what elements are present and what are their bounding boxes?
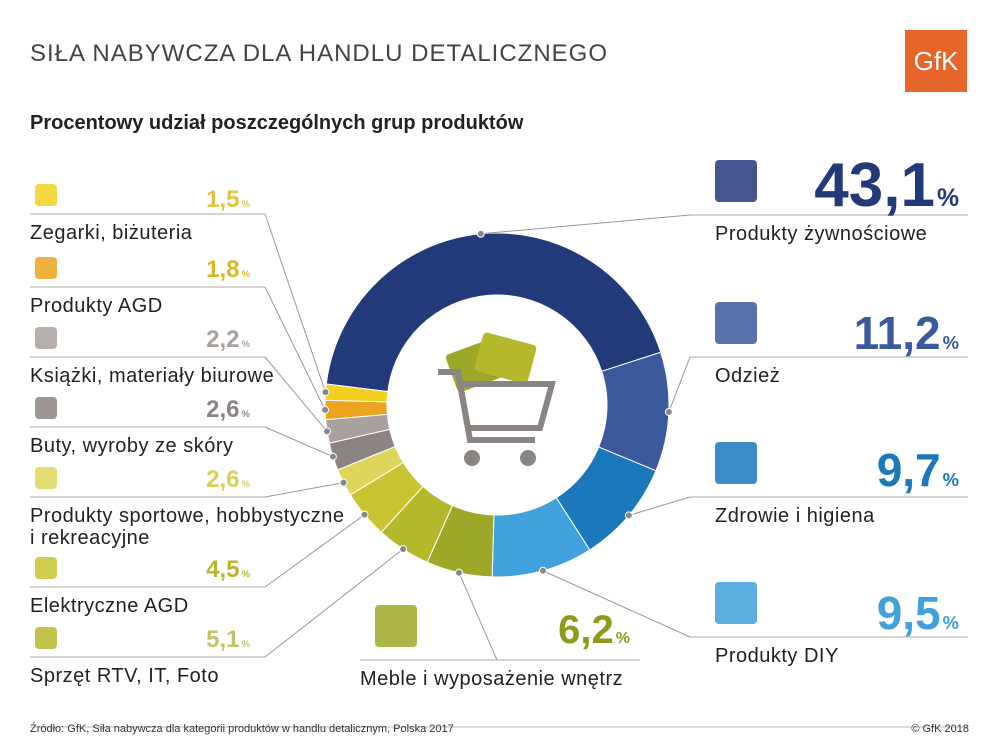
leader-line xyxy=(628,496,691,516)
category-label: Zdrowie i higiena xyxy=(715,505,875,527)
percent-sign: % xyxy=(241,339,250,350)
percent-sign: % xyxy=(942,332,959,353)
value-number: 2,2 xyxy=(206,326,240,353)
subtitle: Procentowy udział poszczególnych grup pr… xyxy=(30,112,524,134)
leader-dot xyxy=(476,229,485,238)
value-number: 1,5 xyxy=(206,186,240,213)
value-number: 1,8 xyxy=(206,256,240,283)
category-icon xyxy=(35,397,57,419)
value-number: 9,5 xyxy=(876,587,941,639)
category-label: Produkty DIY xyxy=(715,645,839,667)
category-label: Buty, wyroby ze skóry xyxy=(30,435,234,457)
leader-dot xyxy=(339,478,348,487)
leader-dot xyxy=(328,452,337,461)
value-number: 9,7 xyxy=(876,444,941,496)
leader-dot xyxy=(321,405,330,414)
percent-sign: % xyxy=(942,612,959,633)
leader-line xyxy=(264,286,326,411)
percent-sign: % xyxy=(936,185,959,212)
donut-slice xyxy=(325,232,662,393)
leader-line xyxy=(264,548,404,658)
category-icon xyxy=(35,467,57,489)
value-label: 2,6% xyxy=(206,468,250,492)
category-icon xyxy=(35,257,57,279)
percent-sign: % xyxy=(241,269,250,280)
category-icon xyxy=(715,160,757,202)
category-icon xyxy=(35,557,57,579)
value-number: 2,6 xyxy=(206,396,240,423)
value-label: 1,5% xyxy=(206,188,250,212)
category-icon xyxy=(35,627,57,649)
source: Źródło: GfK, Siła nabywcza dla kategorii… xyxy=(30,723,454,735)
leader-line xyxy=(264,213,326,393)
leader-line xyxy=(264,426,334,458)
leader-dot xyxy=(323,427,332,436)
category-label: Sprzęt RTV, IT, Foto xyxy=(30,665,219,687)
category-icon xyxy=(35,327,57,349)
leader-line xyxy=(480,214,691,235)
leader-dot xyxy=(360,510,369,519)
leader-line xyxy=(264,356,328,432)
leader-dot xyxy=(664,407,673,416)
category-icon xyxy=(35,184,57,206)
category-label: Produkty AGD xyxy=(30,295,163,317)
value-label: 6,2% xyxy=(558,610,630,650)
percent-sign: % xyxy=(241,569,250,580)
value-label: 5,1% xyxy=(206,628,250,652)
value-label: 4,5% xyxy=(206,558,250,582)
value-label: 9,5% xyxy=(877,590,959,636)
leader-dot xyxy=(538,566,547,575)
percent-sign: % xyxy=(942,469,959,490)
category-label: Produkty sportowe, hobbystyczne i rekrea… xyxy=(30,505,345,549)
value-label: 1,8% xyxy=(206,258,250,282)
category-icon xyxy=(715,582,757,624)
copyright: © GfK 2018 xyxy=(911,723,969,735)
logo-box xyxy=(905,30,967,92)
leader-line xyxy=(458,572,498,661)
value-label: 2,6% xyxy=(206,398,250,422)
category-icon xyxy=(715,442,757,484)
title: SIŁA NABYWCZA DLA HANDLU DETALICZNEGO xyxy=(30,40,609,67)
value-label: 9,7% xyxy=(877,447,959,493)
value-number: 2,6 xyxy=(206,466,240,493)
category-label: Meble i wyposażenie wnętrz xyxy=(360,668,624,690)
percent-sign: % xyxy=(241,639,250,650)
percent-sign: % xyxy=(241,199,250,210)
leader-line xyxy=(264,482,344,498)
value-number: 11,2 xyxy=(853,307,941,359)
category-icon xyxy=(715,302,757,344)
percent-sign: % xyxy=(615,630,630,647)
leader-dot xyxy=(399,545,408,554)
category-label: Odzież xyxy=(715,365,781,387)
category-label: Elektryczne AGD xyxy=(30,595,189,617)
percent-sign: % xyxy=(241,409,250,420)
leader-line xyxy=(668,356,691,413)
value-label: 2,2% xyxy=(206,328,250,352)
leader-line xyxy=(542,570,691,638)
logo: GfK xyxy=(914,46,959,76)
center-icon xyxy=(438,332,556,466)
leader-dot xyxy=(624,511,633,520)
leader-dot xyxy=(321,388,330,397)
value-number: 6,2 xyxy=(558,608,614,652)
category-label: Zegarki, biżuteria xyxy=(30,222,193,244)
value-label: 11,2% xyxy=(854,310,959,356)
value-label: 43,1% xyxy=(814,155,959,217)
category-label: Produkty żywnościowe xyxy=(715,223,928,245)
category-icon xyxy=(375,605,417,647)
value-number: 43,1 xyxy=(814,151,935,220)
leader-line xyxy=(264,514,365,588)
category-label: Książki, materiały biurowe xyxy=(30,365,275,387)
percent-sign: % xyxy=(241,479,250,490)
value-number: 4,5 xyxy=(206,556,240,583)
leader-dot xyxy=(455,568,464,577)
value-number: 5,1 xyxy=(206,626,240,653)
